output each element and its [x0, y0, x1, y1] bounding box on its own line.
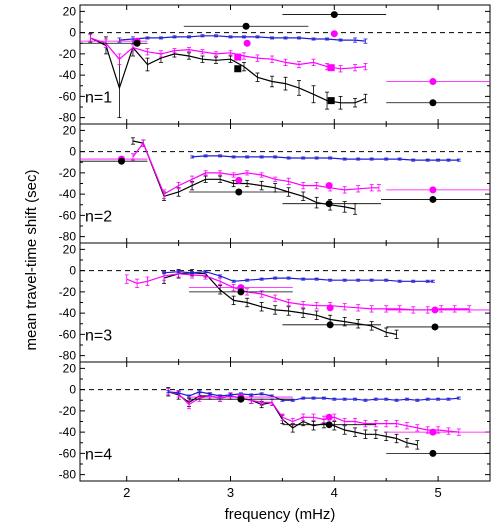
y-tick-label: -60	[59, 89, 77, 103]
y-tick-label: -40	[59, 306, 77, 320]
y-tick-label: 0	[69, 383, 76, 397]
y-tick-label: 0	[69, 264, 76, 278]
marker-circle	[429, 78, 437, 85]
x-tick-label: 5	[434, 485, 441, 500]
y-tick-label: -20	[59, 404, 77, 418]
panel-1: -80 -60 -40 -20 0 20 n=1	[59, 4, 491, 125]
marker-circle	[237, 395, 245, 403]
y-tick-label: 20	[63, 123, 77, 137]
marker-circle	[429, 186, 437, 194]
panel-2: -80 -60 -40 -20 0 20 n=2	[59, 123, 491, 244]
marker-circle	[330, 30, 338, 38]
marker-circle	[326, 304, 334, 312]
series-blue	[190, 154, 461, 162]
y-tick-label: -20	[59, 47, 77, 61]
series-magenta	[124, 270, 472, 314]
y-tick-label: -40	[59, 425, 77, 439]
y-tick-label: -80	[59, 230, 77, 244]
series-black	[130, 137, 358, 215]
marker-circle	[235, 188, 243, 196]
series-blue	[162, 270, 435, 283]
marker-circle	[237, 288, 245, 296]
series-line	[90, 37, 366, 70]
marker-circle	[235, 176, 243, 184]
x-tick-label: 2	[123, 485, 130, 500]
series-black	[88, 33, 368, 119]
x-tick-label: 4	[331, 485, 338, 500]
y-tick-label: -20	[59, 166, 77, 180]
marker-circle	[429, 428, 437, 436]
y-tick-label: -80	[59, 349, 77, 363]
series-magenta	[130, 139, 381, 199]
marker-circle	[325, 182, 333, 190]
y-tick-label: 0	[69, 26, 76, 40]
marker-circle	[243, 39, 251, 47]
marker-circle	[325, 421, 333, 429]
series-line	[163, 272, 397, 335]
panels: -80-60-40-20020n=1-80-60-40-20020n=2-80-…	[59, 4, 491, 500]
marker-circle	[429, 195, 437, 203]
panel-label: n=1	[85, 89, 112, 106]
x-tick-label: 3	[227, 485, 234, 500]
marker-circle	[133, 39, 141, 47]
marker-circle	[242, 22, 250, 30]
series-blue	[166, 390, 461, 402]
panel-3: -80 -60 -40 -20 0 20 n=3	[59, 242, 491, 363]
series-line	[90, 37, 366, 104]
panel-frame	[79, 123, 491, 244]
marker-circle	[431, 306, 439, 314]
panel-frame	[79, 4, 491, 125]
marker-circle	[330, 11, 338, 19]
marker-circle	[429, 99, 437, 107]
y-tick-label: -60	[59, 208, 77, 222]
marker-circle	[325, 413, 333, 421]
y-tick-label: -80	[59, 111, 77, 125]
y-tick-label: 0	[69, 145, 76, 159]
marker-square	[234, 65, 242, 73]
marker-circle	[429, 449, 437, 457]
series-line	[132, 141, 379, 195]
marker-circle	[118, 157, 126, 165]
marker-circle	[326, 321, 334, 329]
y-tick-label: 20	[63, 242, 77, 256]
panel-label: n=2	[85, 208, 112, 225]
series-magenta	[88, 34, 368, 73]
panel-label: n=3	[85, 327, 112, 344]
y-tick-label: -20	[59, 285, 77, 299]
marker-square	[234, 53, 242, 61]
marker-square	[327, 64, 335, 72]
y-tick-label: -60	[59, 327, 77, 341]
y-axis-label: mean travel-time shift (sec)	[23, 170, 40, 351]
y-tick-label: -40	[59, 68, 77, 82]
marker-circle	[325, 200, 333, 208]
marker-circle	[431, 323, 439, 331]
panel-frame	[79, 242, 491, 363]
x-axis-label: frequency (mHz)	[225, 506, 336, 523]
y-tick-label: -60	[59, 446, 77, 460]
panel-label: n=4	[85, 446, 112, 463]
panel-4: -80 -60 -40 -20 0 20 2 3 4 5 n=4	[59, 361, 491, 500]
series-blue	[117, 34, 368, 44]
y-tick-label: -80	[59, 468, 77, 482]
marker-square	[327, 97, 335, 105]
y-tick-label: 20	[63, 361, 77, 375]
y-tick-label: 20	[63, 4, 77, 18]
y-tick-label: -40	[59, 187, 77, 201]
